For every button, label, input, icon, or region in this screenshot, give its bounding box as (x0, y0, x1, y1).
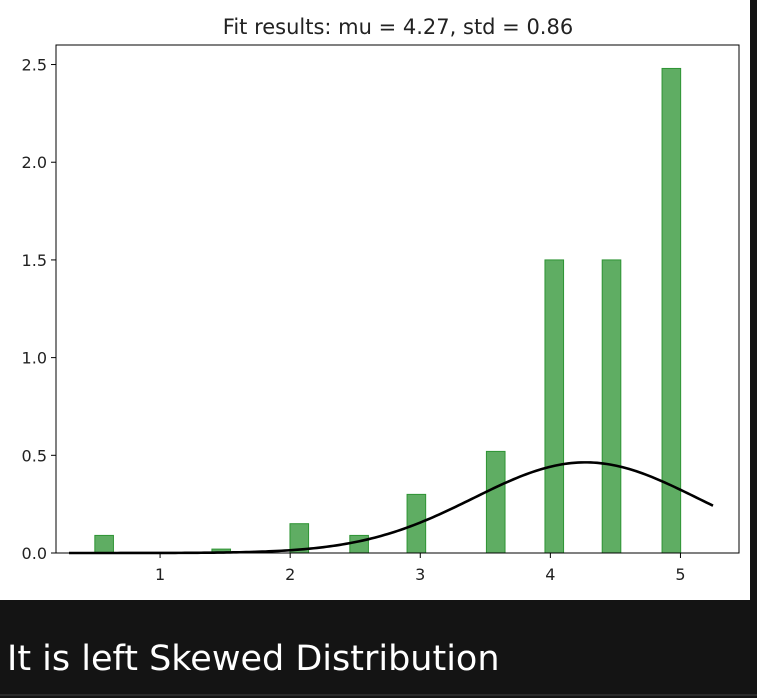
histogram-bar-1 (94, 534, 114, 554)
histogram-bar-6 (485, 450, 506, 554)
y-tick-label: 2.5 (22, 56, 47, 75)
histogram-bar-9 (661, 67, 682, 554)
bars-layer (94, 67, 682, 554)
y-tick-label: 1.0 (22, 349, 47, 368)
histogram-bar-4 (349, 534, 369, 554)
chart-figure: Fit results: mu = 4.27, std = 0.86 1 2 3 4 5… (0, 0, 750, 600)
bottom-divider (0, 694, 757, 696)
frame-strip (750, 0, 757, 600)
x-tick-label: 1 (155, 565, 165, 584)
y-tick-label: 0.0 (22, 544, 47, 563)
chart-title: Fit results: mu = 4.27, std = 0.86 (223, 15, 573, 39)
x-tick-label: 2 (285, 565, 295, 584)
caption-text: It is left Skewed Distribution (7, 639, 500, 679)
x-tick-label: 4 (545, 565, 555, 584)
histogram-bar-7 (544, 259, 565, 554)
y-tick-label: 1.5 (22, 251, 47, 270)
histogram-bar-8 (601, 259, 622, 554)
axes-layer: 1 2 3 4 5 0.0 0.5 1.0 1.5 2.0 2.5 (22, 44, 740, 584)
x-tick-label: 5 (675, 565, 685, 584)
axes-frame (55, 44, 740, 554)
y-tick-label: 0.5 (22, 446, 47, 465)
histogram-chart: Fit results: mu = 4.27, std = 0.86 1 2 3 4 5… (22, 15, 740, 584)
y-tick-label: 2.0 (22, 153, 47, 172)
x-tick-label: 3 (415, 565, 425, 584)
